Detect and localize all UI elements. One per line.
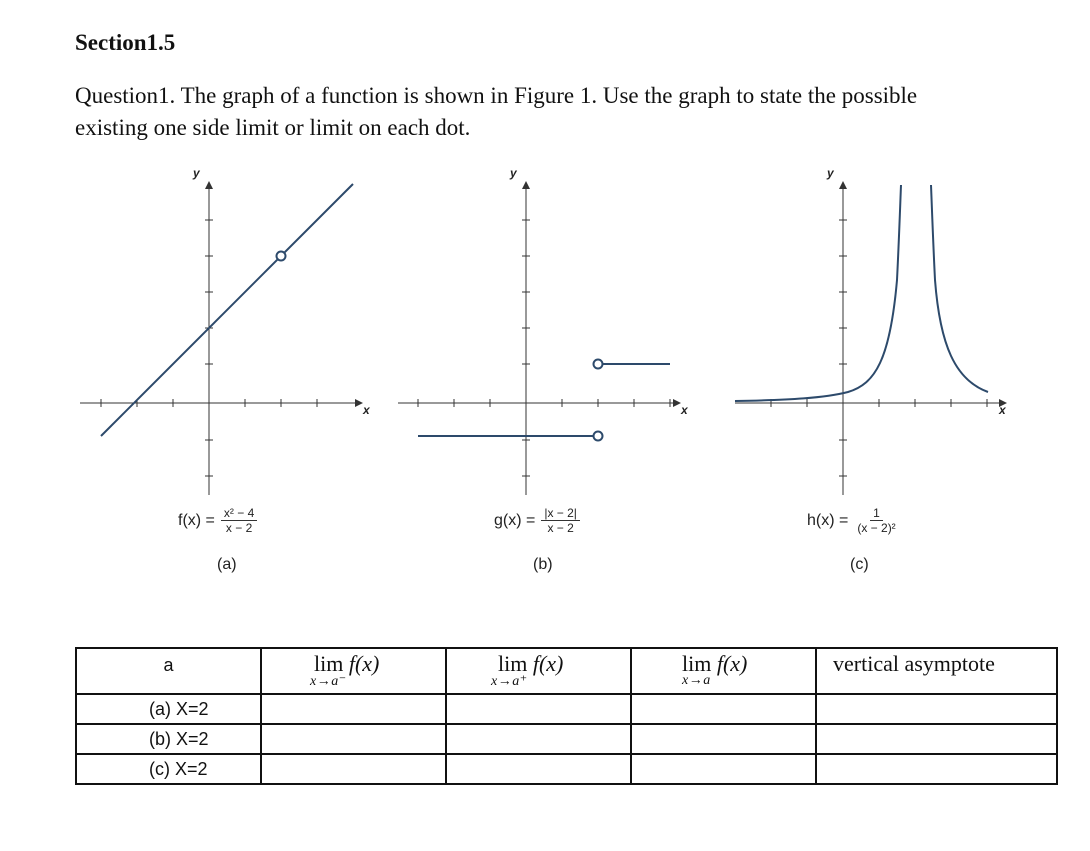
graph-b-ticks — [417, 219, 671, 477]
limits-table: a lim f(x) x→a⁻ lim f(x) x→a⁺ — [75, 647, 1058, 785]
graph-c-ticks — [770, 219, 988, 477]
figure-1: x y — [0, 160, 1090, 590]
header-right-limit: lim f(x) x→a⁺ — [445, 647, 632, 695]
graph-a-formula: f(x) = x² − 4 x − 2 — [178, 506, 258, 536]
graph-c-caption: (c) — [850, 556, 869, 573]
header-a: a — [75, 647, 262, 695]
header-right-limit-fx: f(x) — [532, 651, 564, 676]
table-cell[interactable] — [260, 753, 447, 785]
table-cell[interactable] — [260, 693, 447, 725]
header-limit-sub: x→a — [682, 673, 711, 688]
graph-c-right-branch — [930, 184, 989, 393]
table-row: (b) X=2 — [75, 723, 1058, 755]
graph-a-denominator: x − 2 — [225, 521, 253, 535]
graphs-svg: x y — [80, 166, 1007, 495]
graph-c-x-label: x — [998, 403, 1007, 417]
table-cell[interactable] — [445, 723, 632, 755]
graph-b-y-label: y — [509, 166, 518, 180]
row-label: (c) X=2 — [75, 753, 262, 785]
row-label: (a) X=2 — [75, 693, 262, 725]
header-left-limit-fx: f(x) — [348, 651, 380, 676]
graph-a-caption: (a) — [217, 556, 237, 573]
table-cell[interactable] — [815, 723, 1058, 755]
graph-a-numerator: x² − 4 — [220, 506, 258, 521]
row-label: (b) X=2 — [75, 723, 262, 755]
header-left-limit-sub: x→a⁻ — [310, 674, 347, 689]
table-header-row: a lim f(x) x→a⁻ lim f(x) x→a⁺ — [75, 647, 1058, 695]
header-limit-fx: f(x) — [716, 651, 748, 676]
table-cell[interactable] — [260, 723, 447, 755]
graph-b-denominator: x − 2 — [547, 521, 574, 535]
header-right-limit-lim: lim — [498, 651, 528, 676]
question-text: Question1. The graph of a function is sh… — [75, 83, 918, 140]
table-cell[interactable] — [630, 693, 817, 725]
graph-b-formula: g(x) = |x − 2| x − 2 — [494, 506, 580, 536]
graph-b-fraction: |x − 2| x − 2 — [541, 506, 580, 536]
graph-a-fraction: x² − 4 x − 2 — [220, 506, 258, 536]
table-cell[interactable] — [815, 693, 1058, 725]
graph-b-fn-name: g(x) = — [494, 512, 536, 529]
table-row: (a) X=2 — [75, 693, 1058, 725]
header-vertical-asymptote: vertical asymptote — [815, 647, 1058, 695]
graph-b-numerator: |x − 2| — [541, 506, 580, 521]
graph-c-numerator: 1 — [870, 506, 883, 521]
section-title: Section1.5 — [75, 30, 176, 55]
header-left-limit-lim: lim — [314, 651, 344, 676]
graph-c-left-branch — [734, 184, 902, 402]
table-cell[interactable] — [445, 753, 632, 785]
table-cell[interactable] — [445, 693, 632, 725]
graph-a-y-label: y — [192, 166, 201, 180]
graph-a-x-label: x — [362, 403, 371, 417]
graph-a-line — [100, 183, 354, 437]
graph-c-fn-name: h(x) = — [807, 512, 849, 529]
graph-b-upper-hole — [592, 358, 604, 370]
table-cell[interactable] — [630, 723, 817, 755]
graph-b-x-label: x — [680, 403, 689, 417]
graph-a-ticks — [100, 219, 318, 477]
graph-b: x y — [398, 166, 689, 495]
graph-b-lower-hole — [592, 430, 604, 442]
header-left-limit: lim f(x) x→a⁻ — [260, 647, 447, 695]
graph-c-formula: h(x) = 1 (x − 2)² — [807, 506, 899, 536]
table-row: (c) X=2 — [75, 753, 1058, 785]
table-cell[interactable] — [815, 753, 1058, 785]
header-limit: lim f(x) x→a — [630, 647, 817, 695]
graph-a-hole — [275, 250, 287, 262]
graph-a-fn-name: f(x) = — [178, 512, 215, 529]
header-limit-lim: lim — [682, 651, 712, 676]
graph-c-denominator: (x − 2)² — [857, 521, 896, 535]
graph-b-caption: (b) — [533, 556, 553, 573]
graph-c-fraction: 1 (x − 2)² — [854, 506, 898, 536]
graph-c-y-label: y — [826, 166, 835, 180]
table-cell[interactable] — [630, 753, 817, 785]
graph-a: x y — [80, 166, 371, 495]
graph-c: x y — [734, 166, 1007, 495]
header-right-limit-sub: x→a⁺ — [491, 674, 528, 689]
